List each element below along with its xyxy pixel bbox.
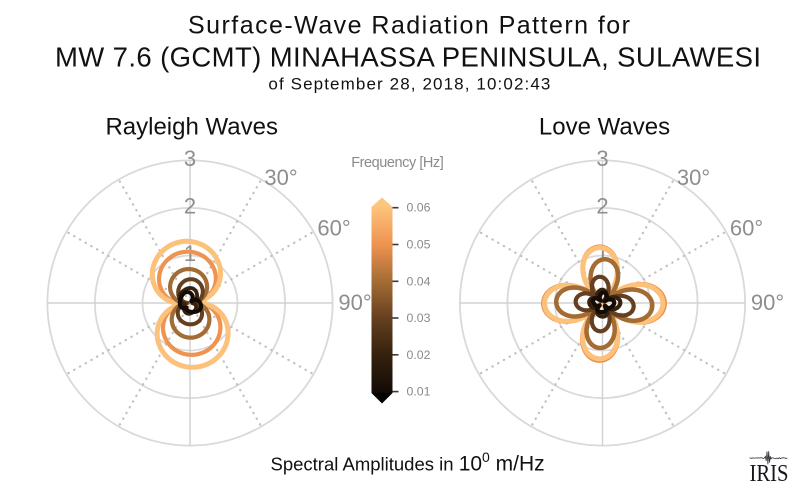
- svg-text:0.03: 0.03: [407, 311, 431, 325]
- svg-text:0.01: 0.01: [407, 385, 431, 399]
- svg-text:30°: 30°: [677, 165, 710, 190]
- svg-text:30°: 30°: [264, 165, 297, 190]
- svg-text:Surface-Wave Radiation Pattern: Surface-Wave Radiation Pattern for: [188, 12, 630, 40]
- svg-text:Rayleigh Waves: Rayleigh Waves: [105, 113, 278, 140]
- svg-text:3: 3: [596, 146, 608, 171]
- svg-text:60°: 60°: [730, 216, 763, 241]
- svg-text:IRIS: IRIS: [750, 461, 789, 487]
- svg-text:Frequency [Hz]: Frequency [Hz]: [351, 155, 444, 171]
- svg-text:90°: 90°: [751, 290, 784, 315]
- svg-text:0.02: 0.02: [407, 348, 431, 362]
- svg-text:0.04: 0.04: [407, 274, 431, 288]
- svg-text:90°: 90°: [338, 290, 371, 315]
- svg-text:Spectral Amplitudes in 100 m/H: Spectral Amplitudes in 100 m/Hz: [271, 449, 545, 476]
- svg-text:60°: 60°: [317, 216, 350, 241]
- svg-text:MW 7.6 (GCMT) MINAHASSA PENINS: MW 7.6 (GCMT) MINAHASSA PENINSULA, SULAW…: [55, 41, 761, 72]
- svg-text:0.05: 0.05: [407, 238, 431, 252]
- svg-text:of September 28, 2018, 10:02:4: of September 28, 2018, 10:02:43: [268, 74, 550, 93]
- svg-text:3: 3: [184, 146, 196, 171]
- svg-text:0.06: 0.06: [407, 201, 431, 215]
- svg-text:2: 2: [596, 193, 608, 218]
- svg-text:Love Waves: Love Waves: [539, 113, 670, 140]
- svg-text:2: 2: [184, 193, 196, 218]
